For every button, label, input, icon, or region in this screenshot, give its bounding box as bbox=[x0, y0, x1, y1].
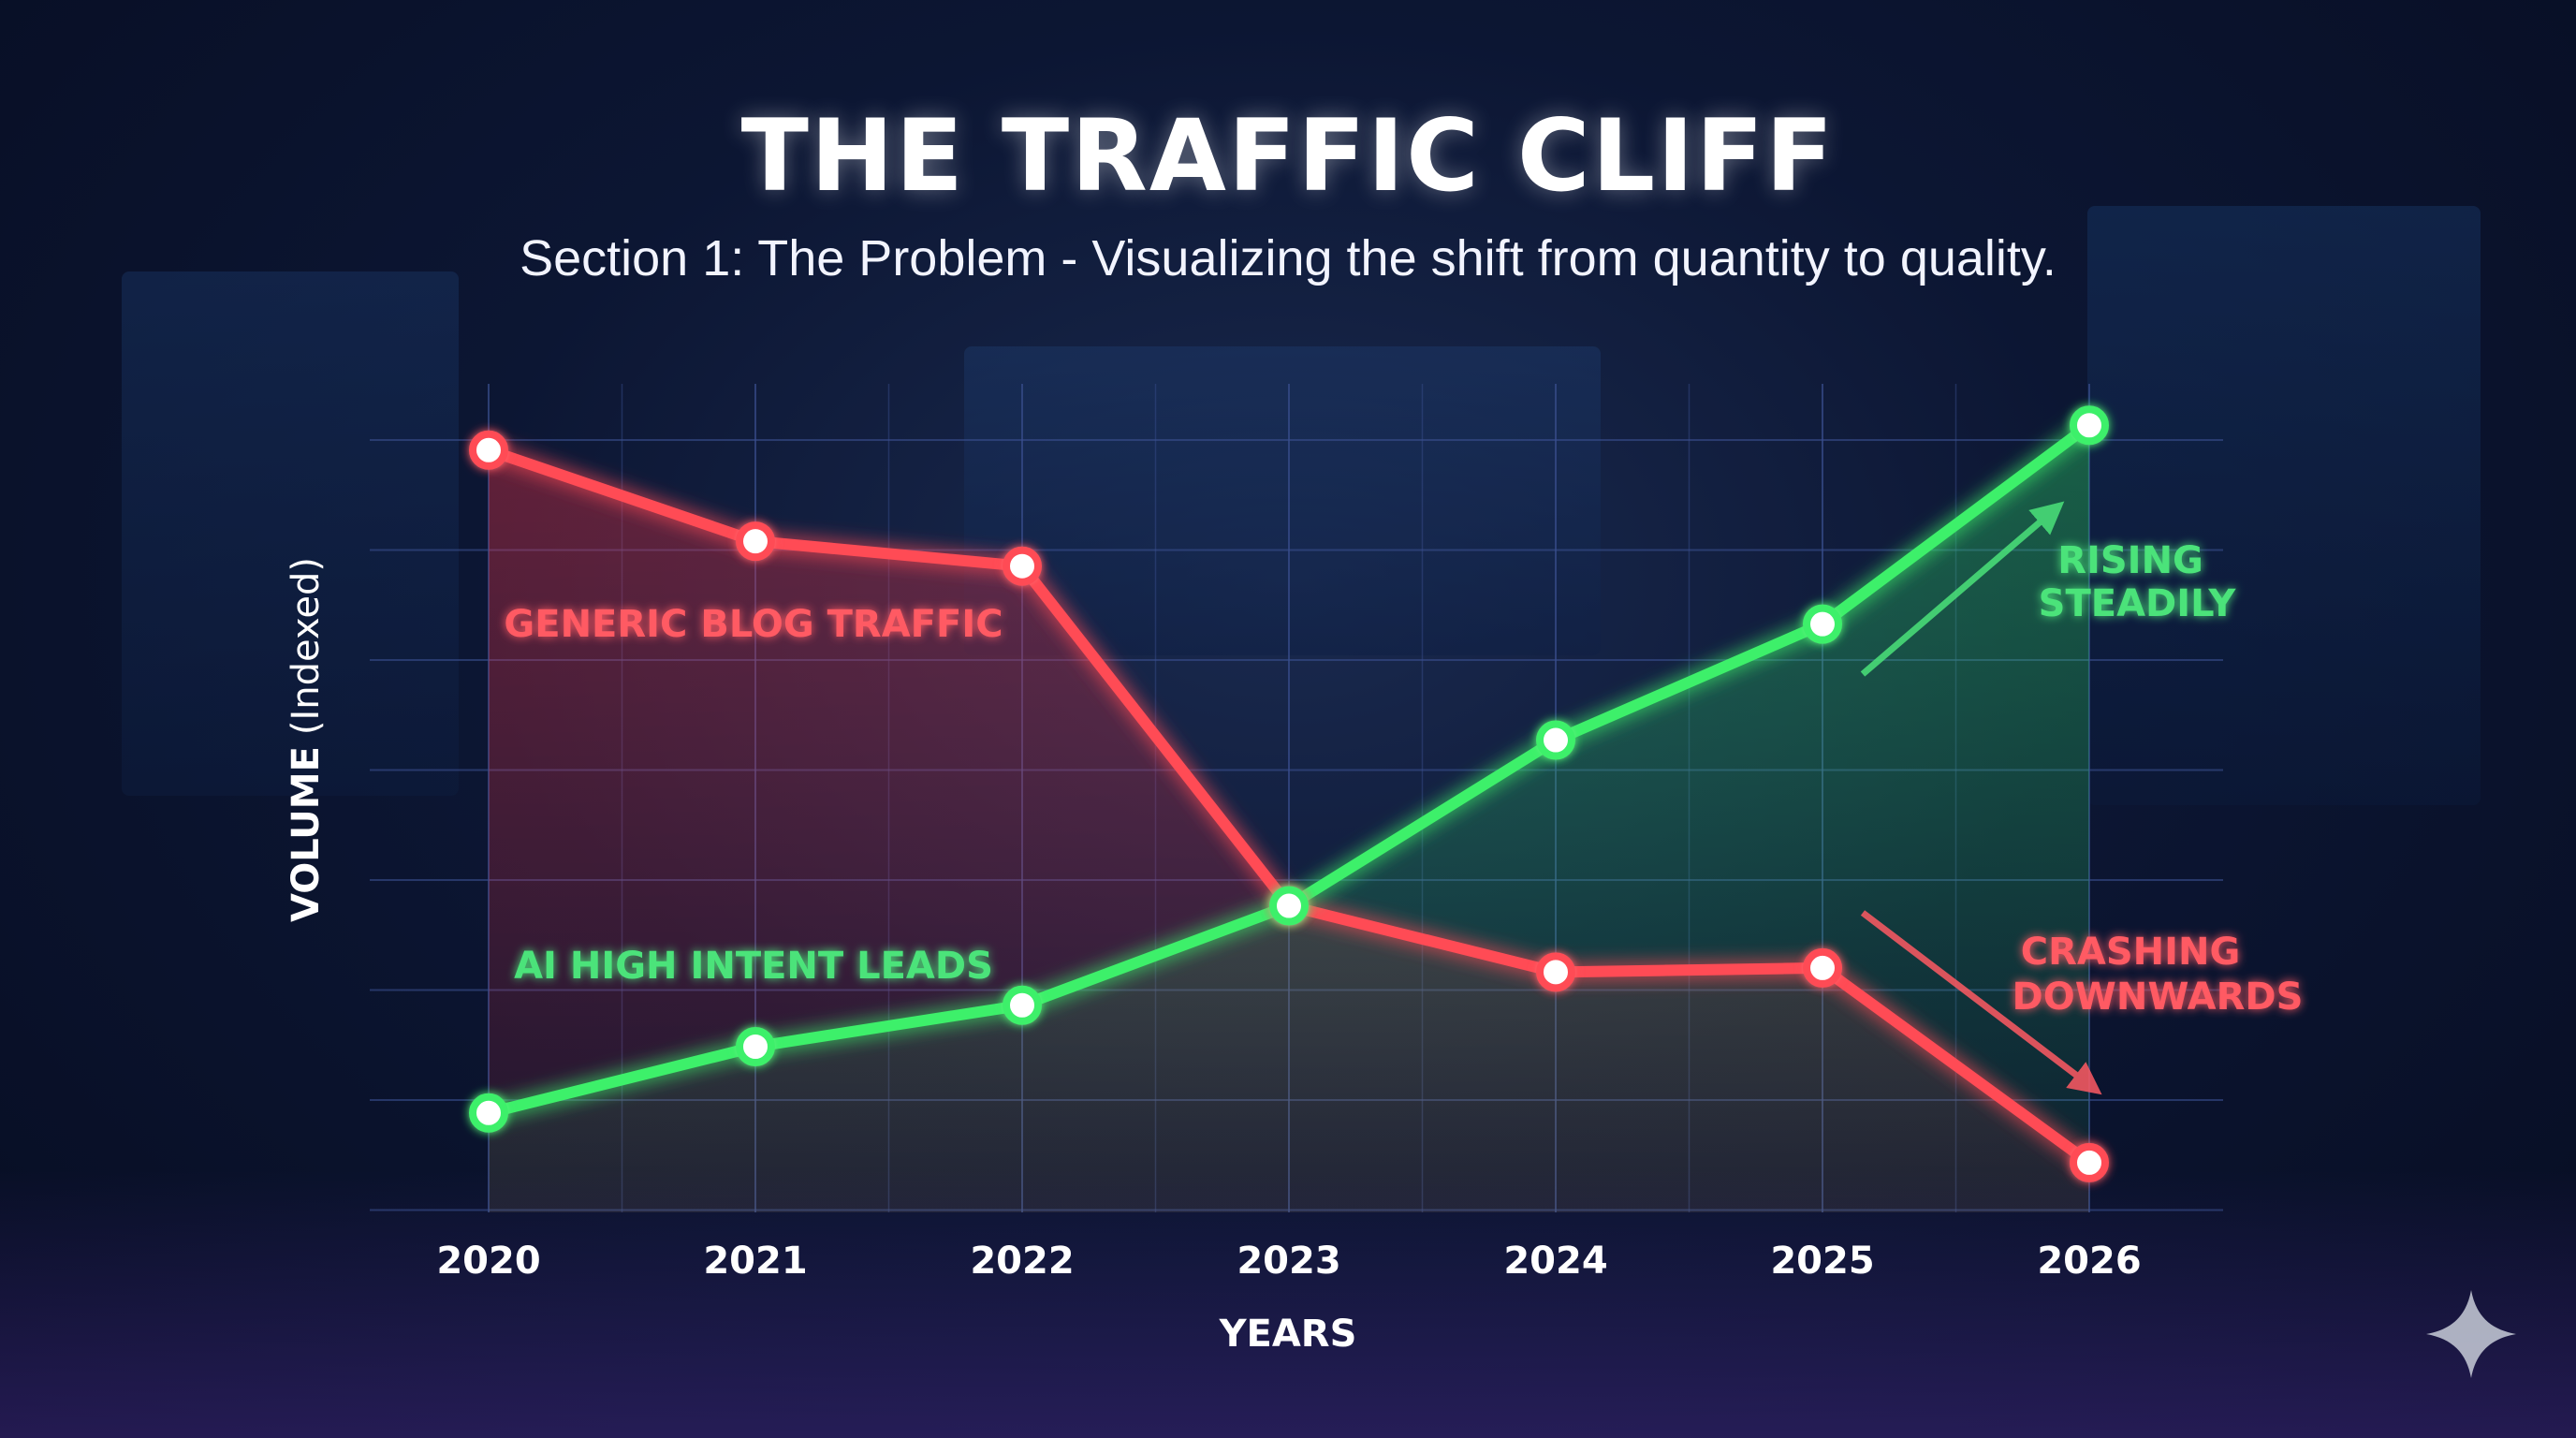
crashing-arrow-icon bbox=[1860, 910, 2102, 1095]
annotation-rising-line1: RISING bbox=[2057, 539, 2203, 582]
data-point-1-2020 bbox=[469, 1093, 508, 1133]
y-axis-title-unit: (Indexed) bbox=[285, 557, 328, 735]
annotation-rising-line2: STEADILY bbox=[2039, 582, 2237, 625]
x-tick-label-2021: 2021 bbox=[703, 1240, 807, 1283]
x-tick-label-2025: 2025 bbox=[1770, 1240, 1874, 1283]
data-point-0-2022 bbox=[1003, 546, 1042, 586]
data-point-0-2021 bbox=[736, 521, 775, 562]
rising-arrow-icon bbox=[1860, 501, 2065, 677]
page-subtitle: Section 1: The Problem - Visualizing the… bbox=[520, 230, 2056, 286]
data-point-1-2025 bbox=[1803, 604, 1842, 644]
data-point-0-2024 bbox=[1536, 952, 1575, 992]
annotation-rising-steadily: RISING STEADILY bbox=[2039, 539, 2237, 625]
annotation-crashing-line1: CRASHING bbox=[2021, 931, 2241, 974]
series-label-ai-high-intent-leads: AI HIGH INTENT LEADS bbox=[514, 945, 993, 988]
y-axis-title-bold: VOLUME bbox=[285, 746, 328, 922]
series-fill-1 bbox=[489, 425, 2089, 1212]
data-point-1-2024 bbox=[1536, 720, 1575, 760]
data-point-1-2021 bbox=[736, 1027, 775, 1066]
data-point-0-2026 bbox=[2070, 1142, 2109, 1182]
data-point-1-2023 bbox=[1269, 886, 1309, 926]
series-label-generic-blog-traffic: GENERIC BLOG TRAFFIC bbox=[504, 603, 1003, 646]
background-screen-center bbox=[964, 346, 1601, 655]
x-tick-label-2022: 2022 bbox=[970, 1240, 1074, 1283]
background-floor-glow bbox=[0, 1170, 2576, 1438]
page-title: THE TRAFFIC CLIFF bbox=[740, 98, 1836, 213]
background-screen-left bbox=[122, 271, 459, 796]
y-axis-title: VOLUME (Indexed) bbox=[285, 557, 328, 922]
data-point-1-2026 bbox=[2070, 405, 2109, 446]
x-tick-label-2020: 2020 bbox=[436, 1240, 540, 1283]
background-screen-right bbox=[2087, 206, 2481, 805]
data-point-1-2022 bbox=[1003, 985, 1042, 1025]
x-tick-label-2026: 2026 bbox=[2037, 1240, 2141, 1283]
data-point-0-2020 bbox=[469, 430, 508, 470]
annotation-crashing-line2: DOWNWARDS bbox=[2012, 976, 2304, 1019]
data-point-0-2025 bbox=[1803, 947, 1842, 988]
chart-axes bbox=[367, 384, 2223, 1215]
x-axis-title: YEARS bbox=[1219, 1313, 1357, 1356]
series-points bbox=[469, 405, 2109, 1182]
x-tick-label-2023: 2023 bbox=[1237, 1240, 1340, 1283]
sparkle-icon bbox=[2426, 1290, 2516, 1378]
x-tick-labels: 2020 2021 2022 2023 2024 2025 2026 bbox=[436, 1240, 2141, 1283]
x-tick-label-2024: 2024 bbox=[1503, 1240, 1607, 1283]
annotation-crashing-downwards: CRASHING DOWNWARDS bbox=[2012, 931, 2304, 1019]
